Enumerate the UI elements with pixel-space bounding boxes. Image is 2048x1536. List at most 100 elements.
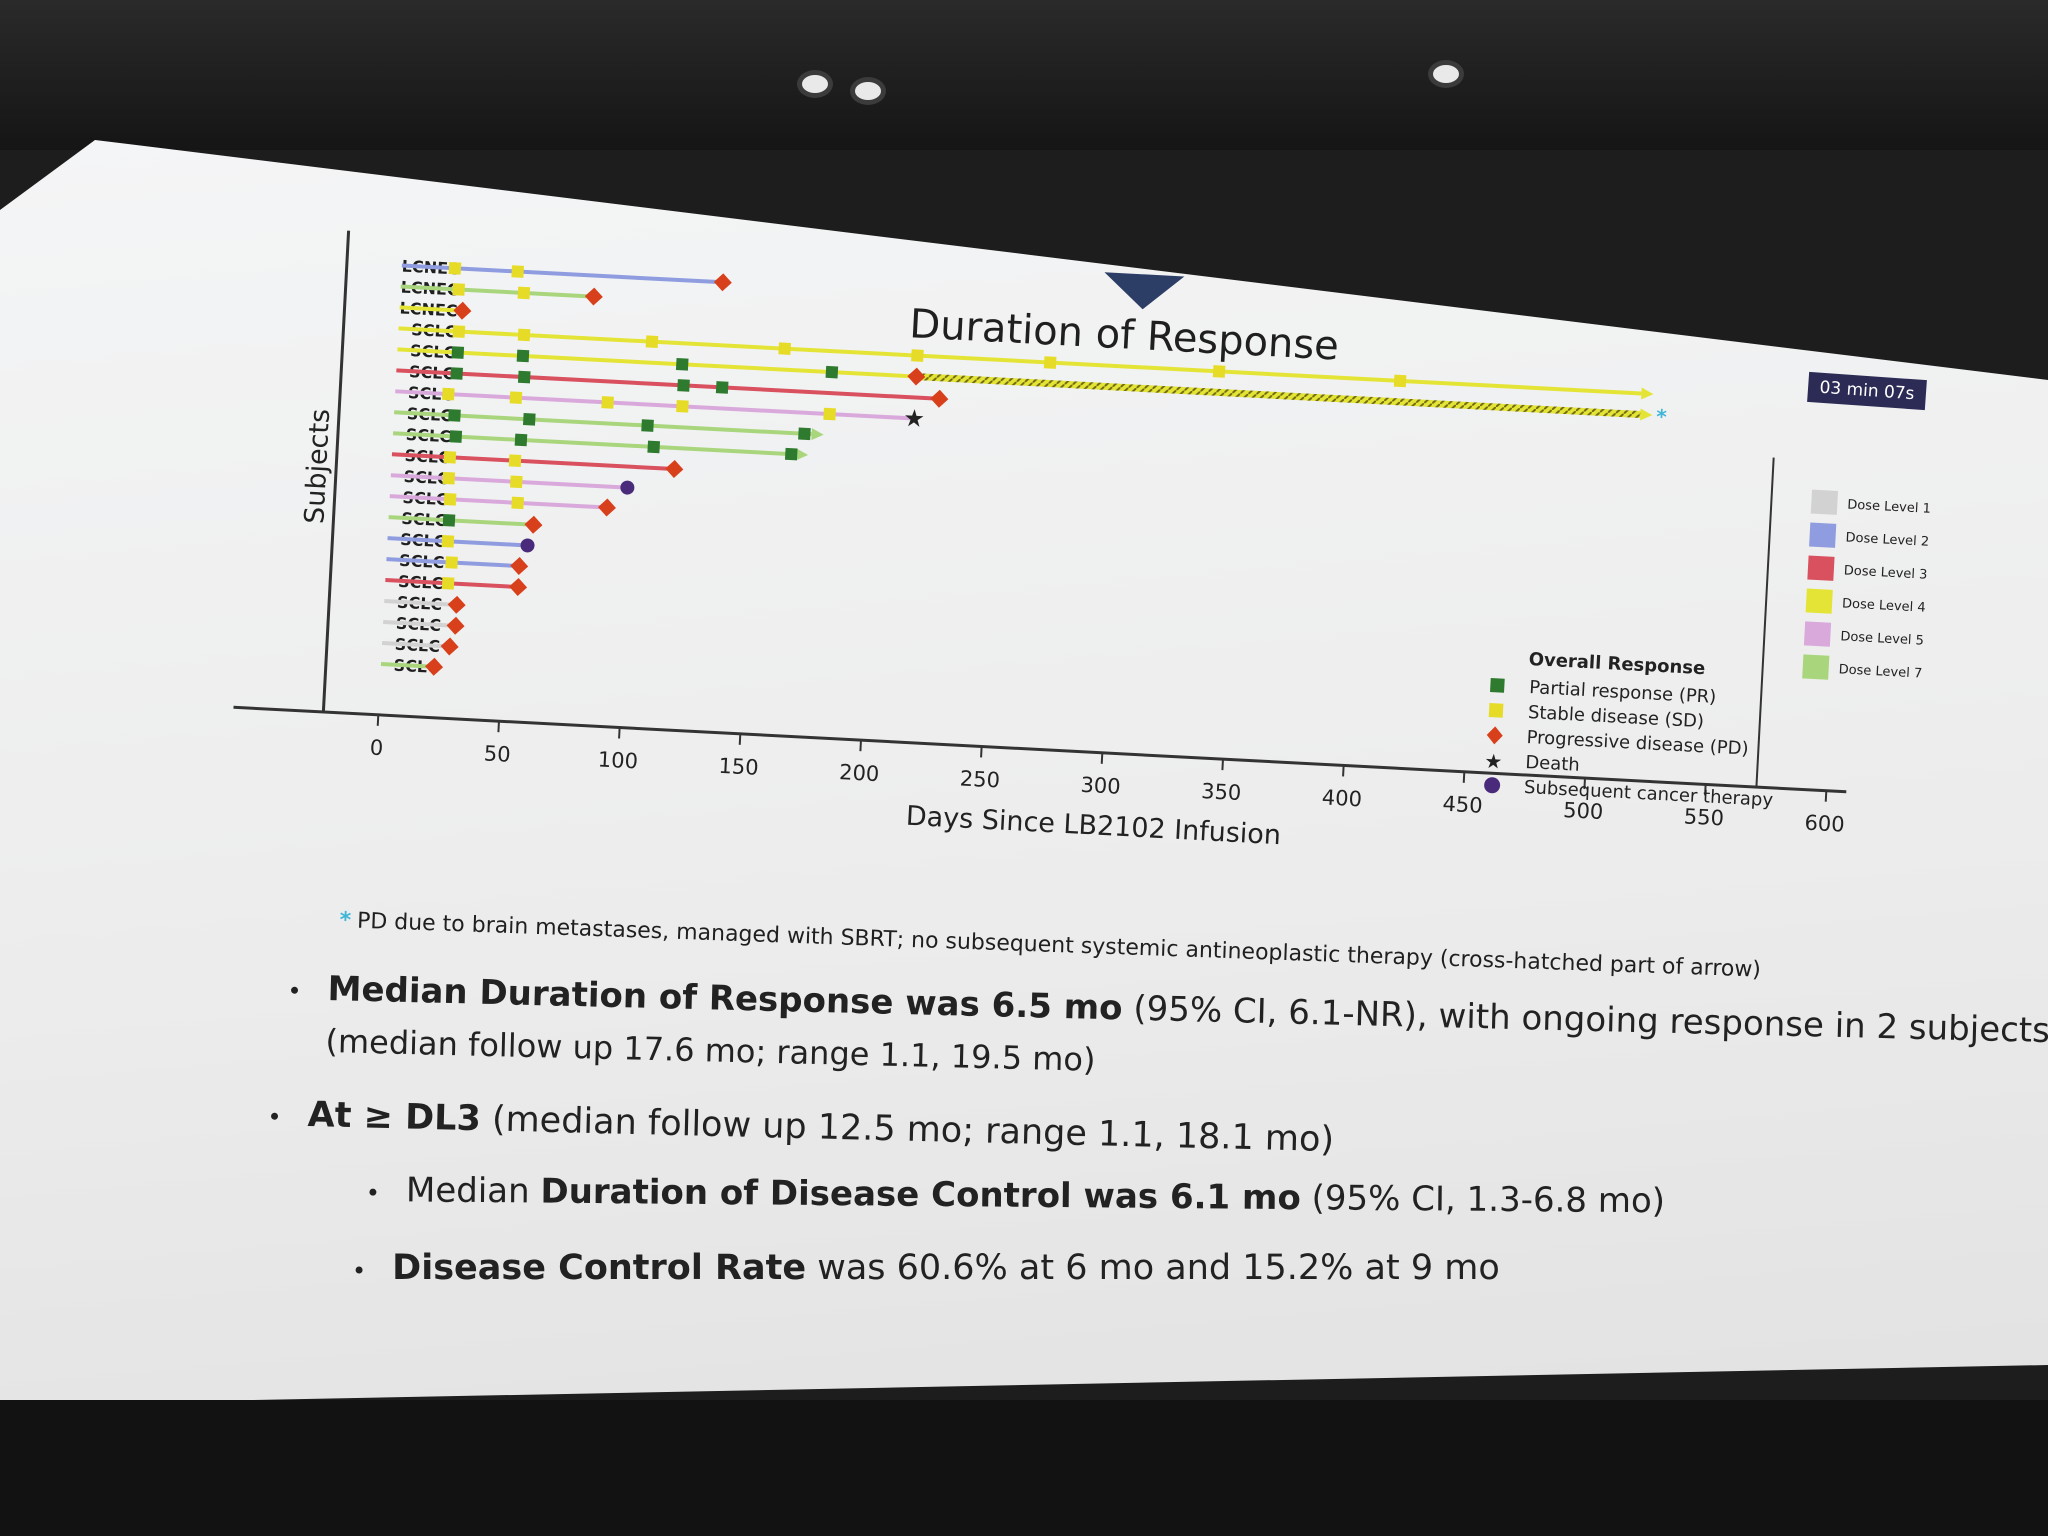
x-tick-label: 600 (1804, 811, 1845, 837)
x-tick-label: 0 (369, 735, 384, 760)
stable-disease-marker (445, 556, 458, 569)
partial-response-marker (647, 440, 661, 454)
subject-row: SCLC (383, 614, 465, 635)
stable-disease-marker (442, 471, 456, 485)
x-tick-mark (1704, 784, 1707, 796)
subject-bar (394, 410, 812, 437)
bullet-dot: • (365, 1178, 381, 1208)
response-legend-title: Overall Response (1528, 649, 1706, 679)
response-legend-label: Death (1525, 752, 1580, 776)
subject-bar (389, 494, 608, 510)
partial-response-marker (523, 413, 536, 426)
stable-disease-marker (443, 450, 457, 464)
subject-bar (398, 326, 1642, 396)
x-tick-mark (738, 733, 742, 745)
ongoing-arrow (1641, 387, 1654, 400)
legend-marker (1490, 678, 1505, 693)
bullet-bold-text: Duration of Disease Control was 6.1 mo (540, 1171, 1301, 1219)
subject-row: SCLC (388, 509, 543, 534)
x-axis-title: Days Since LB2102 Infusion (905, 801, 1282, 852)
subject-row: SCLC (389, 488, 616, 517)
subject-bar (399, 305, 463, 313)
subject-bar (396, 368, 940, 401)
partial-response-marker (675, 357, 689, 371)
dose-legend-swatch (1805, 588, 1833, 614)
bullet-bold-text: At ≥ DL3 (307, 1094, 482, 1140)
stable-disease-marker (911, 349, 924, 362)
x-tick-label: 250 (959, 766, 1000, 792)
subject-row: SCLC (390, 467, 635, 495)
subject-row: SCLC (387, 530, 535, 553)
subject-row: SCLC (384, 593, 466, 614)
x-tick-mark (859, 740, 862, 752)
dose-legend-swatch (1802, 654, 1830, 680)
stable-disease-marker (1393, 374, 1407, 388)
partial-response-marker (448, 409, 461, 422)
subject-bar (383, 619, 456, 628)
stable-disease-marker (511, 496, 524, 510)
stable-disease-marker (441, 534, 455, 548)
partial-response-marker (449, 430, 463, 443)
dose-legend-label: Dose Level 1 (1847, 497, 1931, 516)
progressive-disease-marker (425, 657, 444, 676)
dose-legend-label: Dose Level 4 (1842, 596, 1926, 615)
partial-response-marker (514, 433, 528, 447)
partial-response-marker (825, 365, 839, 379)
x-tick-label: 100 (597, 747, 638, 773)
plot-right-border (1755, 457, 1775, 788)
partial-response-marker (517, 370, 531, 384)
x-tick-label: 400 (1321, 785, 1362, 811)
y-axis-line (321, 230, 351, 713)
subject-bar-hatched (916, 373, 1641, 418)
progressive-disease-marker (907, 367, 926, 386)
subject-bar (400, 284, 594, 299)
subject-bar (388, 515, 534, 527)
stable-disease-marker (517, 328, 531, 342)
ceiling (0, 0, 2048, 150)
subject-bar (390, 473, 628, 490)
dose-legend-label: Dose Level 2 (1845, 530, 1929, 549)
x-tick-label: 300 (1080, 773, 1121, 799)
bullet-text: (95% CI, 1.3-6.8 mo) (1300, 1178, 1666, 1222)
subject-bar (384, 599, 457, 607)
subject-row: SCLC (380, 656, 444, 677)
x-tick-mark (1342, 765, 1345, 777)
progressive-disease-marker (440, 637, 459, 656)
floor (0, 1400, 2048, 1536)
bullet-text: was 60.6% at 6 mo and 15.2% at 9 mo (806, 1248, 1500, 1288)
subject-row: SCLC (398, 320, 1654, 400)
slide-top-marker (1104, 272, 1185, 310)
bullet-dot: • (287, 976, 302, 1006)
progressive-disease-marker (597, 498, 616, 517)
bullet-dot: • (352, 1257, 367, 1285)
partial-response-marker (715, 381, 729, 394)
subject-row: SCLC (396, 362, 949, 408)
x-tick-label: 350 (1201, 779, 1242, 805)
death-marker: ★ (903, 404, 926, 433)
star-icon: ★ (1484, 749, 1503, 774)
x-tick-label: 200 (839, 760, 880, 786)
subject-row: SCLC (394, 404, 824, 441)
stable-disease-marker (509, 391, 523, 404)
ceiling-light (1428, 60, 1464, 88)
subject-rows: LCNECLCNECLCNECSCLCSCLC*SCLCSCLC★SCLCSCL… (380, 256, 1668, 677)
stable-disease-marker (778, 342, 791, 355)
x-tick-mark (1462, 771, 1466, 783)
x-tick-label: 450 (1442, 792, 1483, 818)
dose-legend-swatch (1807, 555, 1835, 581)
bullet-text: Median (405, 1170, 541, 1212)
dose-legend-swatch (1810, 489, 1839, 515)
dose-legend-label: Dose Level 5 (1840, 629, 1924, 648)
x-tick-mark (497, 721, 500, 733)
subject-bar (387, 536, 528, 548)
ceiling-light (797, 70, 833, 98)
subject-bar (381, 640, 450, 649)
subject-row: LCNEC (399, 298, 472, 320)
progressive-disease-marker (930, 389, 949, 408)
x-tick-label: 150 (718, 754, 759, 780)
x-tick-mark (1824, 790, 1828, 802)
subject-row: LCNEC (401, 256, 732, 292)
stable-disease-marker (517, 286, 531, 300)
stable-disease-marker (645, 335, 659, 348)
